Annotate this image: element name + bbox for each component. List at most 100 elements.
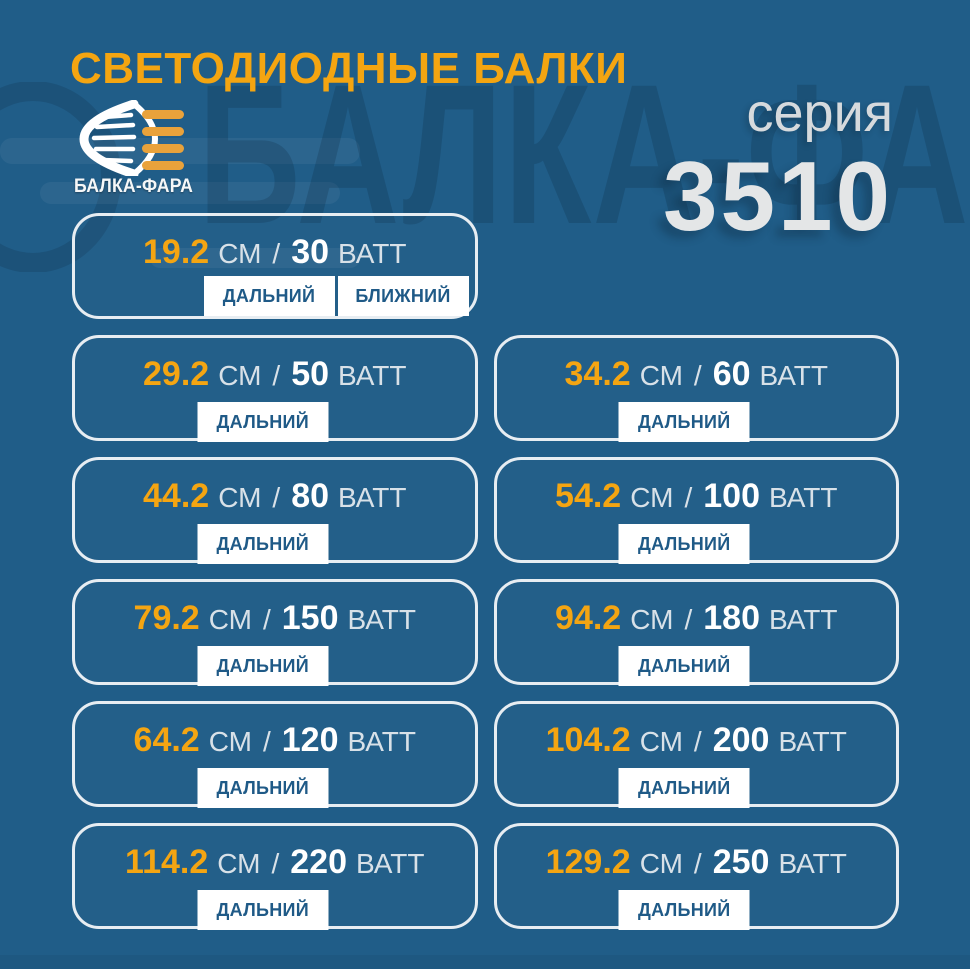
separator: /: [262, 604, 271, 635]
length-unit: СМ: [630, 604, 674, 635]
separator: /: [693, 360, 702, 391]
watt-value: 30: [291, 233, 330, 271]
beam-tag-high: ДАЛЬНИЙ: [203, 276, 335, 316]
watt-unit: ВАТТ: [778, 726, 847, 757]
product-grid: 19.2 СМ / 30 ВАТТ ДАЛЬНИЙ БЛИЖНИЙ 29.2 СМ / 50 В…: [72, 213, 899, 945]
watt-value: 100: [703, 477, 760, 515]
product-card: 64.2 СМ / 120 ВАТТ ДАЛЬНИЙ: [72, 701, 478, 808]
watt-unit: ВАТТ: [768, 482, 838, 513]
series-number: 3510: [662, 141, 893, 251]
product-spec: 104.2 СМ / 200 ВАТТ: [497, 720, 897, 761]
watt-value: 200: [712, 721, 770, 759]
page-title: СВЕТОДИОДНЫЕ БАЛКИ: [70, 44, 628, 93]
separator: /: [272, 360, 281, 391]
product-card: 129.2 СМ / 250 ВАТТ ДАЛЬНИЙ: [493, 823, 899, 930]
beam-tag-high: ДАЛЬНИЙ: [618, 646, 750, 686]
length-unit: СМ: [217, 848, 261, 879]
watt-value: 60: [712, 355, 751, 393]
length-unit: СМ: [639, 848, 683, 879]
beam-tags: ДАЛЬНИЙ: [197, 646, 329, 686]
product-card: 104.2 СМ / 200 ВАТТ ДАЛЬНИЙ: [493, 701, 899, 808]
watt-unit: ВАТТ: [759, 360, 828, 391]
grid-row: 114.2 СМ / 220 ВАТТ ДАЛЬНИЙ 129.2 СМ / 250 ВАТТ …: [72, 823, 899, 930]
watt-value: 180: [703, 599, 760, 637]
product-card: 19.2 СМ / 30 ВАТТ ДАЛЬНИЙ БЛИЖНИЙ: [72, 213, 478, 319]
beam-tag-high: ДАЛЬНИЙ: [197, 524, 329, 564]
length-value: 54.2: [555, 477, 622, 515]
beam-tags: ДАЛЬНИЙ: [618, 524, 750, 564]
watt-unit: ВАТТ: [338, 482, 407, 513]
series-block: серия 3510: [662, 83, 893, 251]
watt-unit: ВАТТ: [347, 726, 416, 757]
watt-value: 120: [281, 721, 339, 759]
beam-tag-high: ДАЛЬНИЙ: [197, 402, 329, 442]
separator: /: [684, 604, 693, 635]
series-label: серия: [746, 83, 893, 143]
product-card: 94.2 СМ / 180 ВАТТ ДАЛЬНИЙ: [493, 579, 899, 686]
beam-tag-high: ДАЛЬНИЙ: [197, 768, 329, 808]
product-spec: 19.2 СМ / 30 ВАТТ: [75, 232, 475, 273]
beam-tag-high: ДАЛЬНИЙ: [197, 890, 329, 930]
beam-tags: ДАЛЬНИЙ: [197, 890, 329, 930]
product-spec: 64.2 СМ / 120 ВАТТ: [75, 720, 475, 761]
length-unit: СМ: [630, 482, 674, 513]
product-spec: 44.2 СМ / 80 ВАТТ: [75, 476, 475, 517]
watt-unit: ВАТТ: [338, 360, 407, 391]
brand-logo-icon: [79, 100, 184, 176]
product-spec: 34.2 СМ / 60 ВАТТ: [497, 354, 897, 395]
product-card: 34.2 СМ / 60 ВАТТ ДАЛЬНИЙ: [493, 335, 899, 442]
length-value: 34.2: [564, 355, 631, 393]
watt-value: 80: [291, 477, 330, 515]
product-card: 44.2 СМ / 80 ВАТТ ДАЛЬНИЙ: [72, 457, 478, 564]
watt-value: 50: [291, 355, 330, 393]
beam-tags: ДАЛЬНИЙ: [618, 646, 750, 686]
beam-tags: ДАЛЬНИЙ БЛИЖНИЙ: [203, 276, 469, 316]
grid-row: 29.2 СМ / 50 ВАТТ ДАЛЬНИЙ 34.2 СМ / 60 ВАТТ ДАЛЬ…: [72, 335, 899, 442]
length-unit: СМ: [639, 726, 683, 757]
product-card: 79.2 СМ / 150 ВАТТ ДАЛЬНИЙ: [72, 579, 478, 686]
length-value: 129.2: [545, 843, 631, 881]
brand-name: БАЛКА-ФАРА: [74, 176, 194, 197]
watt-unit: ВАТТ: [356, 848, 425, 879]
length-unit: СМ: [639, 360, 683, 391]
length-value: 104.2: [545, 721, 631, 759]
beam-tag-high: ДАЛЬНИЙ: [618, 768, 750, 808]
product-card: 29.2 СМ / 50 ВАТТ ДАЛЬНИЙ: [72, 335, 478, 442]
separator: /: [272, 482, 281, 513]
grid-row: 64.2 СМ / 120 ВАТТ ДАЛЬНИЙ 104.2 СМ / 200 ВАТТ Д…: [72, 701, 899, 808]
product-spec: 79.2 СМ / 150 ВАТТ: [75, 598, 475, 639]
watt-unit: ВАТТ: [338, 238, 407, 269]
length-unit: СМ: [218, 482, 262, 513]
grid-row: 44.2 СМ / 80 ВАТТ ДАЛЬНИЙ 54.2 СМ / 100 ВАТТ ДАЛ…: [72, 457, 899, 564]
product-card: 114.2 СМ / 220 ВАТТ ДАЛЬНИЙ: [72, 823, 478, 930]
beam-tags: ДАЛЬНИЙ: [618, 402, 750, 442]
beam-tag-high: ДАЛЬНИЙ: [197, 646, 329, 686]
beam-tag-high: ДАЛЬНИЙ: [618, 524, 750, 564]
length-value: 114.2: [125, 843, 209, 881]
product-card: 54.2 СМ / 100 ВАТТ ДАЛЬНИЙ: [493, 457, 899, 564]
length-unit: СМ: [208, 604, 252, 635]
beam-tags: ДАЛЬНИЙ: [618, 890, 750, 930]
watt-unit: ВАТТ: [778, 848, 847, 879]
length-value: 79.2: [133, 599, 200, 637]
separator: /: [272, 238, 281, 269]
beam-tag-high: ДАЛЬНИЙ: [618, 890, 750, 930]
beam-tags: ДАЛЬНИЙ: [197, 402, 329, 442]
length-unit: СМ: [218, 238, 262, 269]
beam-tag-low: БЛИЖНИЙ: [337, 276, 469, 316]
length-value: 19.2: [143, 233, 210, 271]
length-value: 29.2: [143, 355, 210, 393]
watt-unit: ВАТТ: [768, 604, 838, 635]
separator: /: [271, 848, 280, 879]
beam-tag-high: ДАЛЬНИЙ: [618, 402, 750, 442]
product-spec: 54.2 СМ / 100 ВАТТ: [497, 476, 897, 517]
length-value: 94.2: [555, 599, 622, 637]
length-unit: СМ: [208, 726, 252, 757]
length-value: 44.2: [143, 477, 210, 515]
watt-value: 150: [281, 599, 339, 637]
product-spec: 29.2 СМ / 50 ВАТТ: [75, 354, 475, 395]
product-spec: 114.2 СМ / 220 ВАТТ: [75, 842, 475, 883]
separator: /: [684, 482, 693, 513]
beam-tags: ДАЛЬНИЙ: [197, 768, 329, 808]
